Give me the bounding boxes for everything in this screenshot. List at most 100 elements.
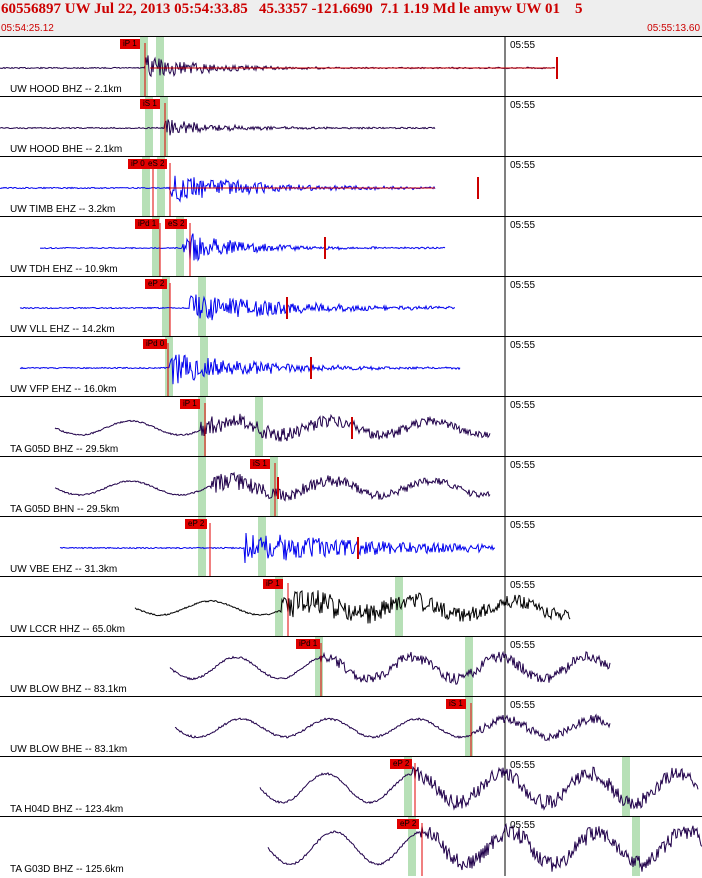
waveform-plot[interactable] <box>0 517 702 576</box>
pick-window <box>200 337 208 396</box>
pick-window <box>404 757 412 816</box>
waveform-trace <box>59 532 496 564</box>
pick-window <box>198 277 206 336</box>
phase-pick-flag[interactable]: eS 2 <box>145 159 168 169</box>
phase-pick-flag[interactable]: iS 1 <box>446 699 466 709</box>
time-tick-label: 05:55 <box>510 220 536 231</box>
trace-panel[interactable]: iP 1 05:55 UW LCCR HHZ -- 65.0km <box>0 576 702 636</box>
waveform-plot[interactable] <box>0 217 702 276</box>
waveform-trace <box>0 119 436 136</box>
phase-pick-flag[interactable]: eP 2 <box>390 759 413 769</box>
pick-window <box>162 277 170 336</box>
pick-window <box>622 757 630 816</box>
phase-pick-flag[interactable]: iS 1 <box>140 99 160 109</box>
trace-panel[interactable]: iP 1 05:55 UW HOOD BHZ -- 2.1km <box>0 36 702 96</box>
time-tick-label: 05:55 <box>510 700 536 711</box>
trace-panel[interactable]: iP 1 05:55 TA G05D BHZ -- 29.5km <box>0 396 702 456</box>
time-tick-label: 05:55 <box>510 40 536 51</box>
phase-pick-flag[interactable]: eP 2 <box>145 279 168 289</box>
pick-window <box>465 637 473 696</box>
station-label: UW VFP EHZ -- 16.0km <box>10 384 117 395</box>
phase-pick-flag[interactable]: iP 1 <box>263 579 283 589</box>
station-label: UW HOOD BHE -- 2.1km <box>10 144 123 155</box>
trace-panel[interactable]: iS 1 05:55 TA G05D BHN -- 29.5km <box>0 456 702 516</box>
phase-pick-flag[interactable]: eS 2 <box>165 219 188 229</box>
trace-panel[interactable]: iS 1 05:55 UW HOOD BHE -- 2.1km <box>0 96 702 156</box>
pick-window <box>142 157 150 216</box>
station-label: UW BLOW BHZ -- 83.1km <box>10 684 127 695</box>
station-label: TA H04D BHZ -- 123.4km <box>10 804 124 815</box>
trace-panel[interactable]: eP 2 05:55 TA H04D BHZ -- 123.4km <box>0 756 702 816</box>
waveform-trace <box>39 233 446 262</box>
time-tick-label: 05:55 <box>510 400 536 411</box>
pick-window <box>156 37 164 96</box>
waveform-trace <box>267 823 702 872</box>
time-tick-label: 05:55 <box>510 100 536 111</box>
waveform-plot[interactable] <box>0 277 702 336</box>
pick-window <box>315 637 323 696</box>
time-tick-label: 05:55 <box>510 160 536 171</box>
waveform-plot[interactable] <box>0 637 702 696</box>
time-tick-label: 05:55 <box>510 340 536 351</box>
trace-panel[interactable]: iS 1 05:55 UW BLOW BHE -- 83.1km <box>0 696 702 756</box>
waveform-trace <box>134 590 571 624</box>
station-label: UW TDH EHZ -- 10.9km <box>10 264 118 275</box>
pick-window <box>465 697 473 756</box>
phase-pick-flag[interactable]: iPd 0 <box>143 339 168 349</box>
pick-window <box>176 217 184 276</box>
phase-pick-flag[interactable]: eP 2 <box>185 519 208 529</box>
time-tick-label: 05:55 <box>510 820 536 831</box>
waveform-plot[interactable] <box>0 817 702 876</box>
station-label: UW TIMB EHZ -- 3.2km <box>10 204 116 215</box>
station-label: TA G05D BHZ -- 29.5km <box>10 444 119 455</box>
waveform-trace <box>19 294 456 321</box>
pick-window <box>275 577 283 636</box>
phase-pick-flag[interactable]: eP 2 <box>397 819 420 829</box>
phase-pick-flag[interactable]: iP 1 <box>180 399 200 409</box>
waveform-plot[interactable] <box>0 397 702 456</box>
pick-window <box>198 397 206 456</box>
station-label: UW VLL EHZ -- 14.2km <box>10 324 115 335</box>
trace-panel[interactable]: eP 2 05:55 UW VLL EHZ -- 14.2km <box>0 276 702 336</box>
time-tick-label: 05:55 <box>510 520 536 531</box>
time-tick-label: 05:55 <box>510 580 536 591</box>
pick-window <box>140 37 148 96</box>
trace-panel[interactable]: iPd 1 eS 2 05:55 UW TDH EHZ -- 10.9km <box>0 216 702 276</box>
waveform-plot[interactable] <box>0 157 702 216</box>
pick-window <box>270 457 278 516</box>
waveform-trace <box>174 713 611 742</box>
station-label: UW BLOW BHE -- 83.1km <box>10 744 128 755</box>
trace-panel[interactable]: eP 2 05:55 TA G03D BHZ -- 125.6km <box>0 816 702 876</box>
waveform-trace <box>0 55 556 78</box>
trace-panel[interactable]: iPd 0 05:55 UW VFP EHZ -- 16.0km <box>0 336 702 396</box>
waveform-plot[interactable] <box>0 697 702 756</box>
pick-window <box>198 457 206 516</box>
waveform-plot[interactable] <box>0 757 702 816</box>
phase-pick-flag[interactable]: iP 1 <box>120 39 140 49</box>
pick-window <box>157 157 165 216</box>
waveform-trace <box>19 354 461 385</box>
waveform-plot[interactable] <box>0 577 702 636</box>
start-time-label: 05:54:25.12 <box>1 23 54 34</box>
phase-pick-flag[interactable]: iS 1 <box>250 459 270 469</box>
trace-panel[interactable]: iP 0 eS 2 05:55 UW TIMB EHZ -- 3.2km <box>0 156 702 216</box>
phase-pick-flag[interactable]: iPd 1 <box>135 219 160 229</box>
station-label: UW LCCR HHZ -- 65.0km <box>10 624 126 635</box>
event-header: 60556897 UW Jul 22, 2013 05:54:33.85 45.… <box>0 0 702 36</box>
phase-pick-flag[interactable]: iP 0 <box>128 159 148 169</box>
seismogram-panels[interactable]: iP 1 05:55 UW HOOD BHZ -- 2.1km iS 1 05:55 UW… <box>0 36 702 878</box>
waveform-plot[interactable] <box>0 37 702 96</box>
end-time-label: 05:55:13.60 <box>647 23 700 34</box>
trace-panel[interactable]: iPd 1 05:55 UW BLOW BHZ -- 83.1km <box>0 636 702 696</box>
trace-panel[interactable]: eP 2 05:55 UW VBE EHZ -- 31.3km <box>0 516 702 576</box>
waveform-plot[interactable] <box>0 337 702 396</box>
waveform-plot[interactable] <box>0 97 702 156</box>
waveform-plot[interactable] <box>0 457 702 516</box>
waveform-trace <box>54 413 491 442</box>
time-tick-label: 05:55 <box>510 460 536 471</box>
waveform-trace <box>169 650 611 685</box>
pick-window <box>152 217 160 276</box>
waveform-trace <box>259 765 699 811</box>
phase-pick-flag[interactable]: iPd 1 <box>296 639 321 649</box>
station-label: TA G03D BHZ -- 125.6km <box>10 864 124 875</box>
